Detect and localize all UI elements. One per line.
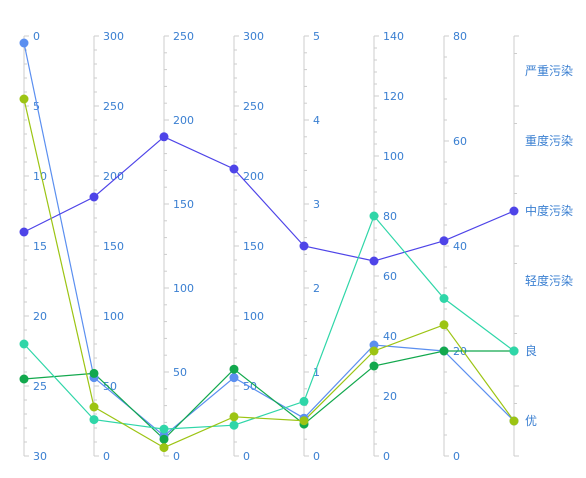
axis-2: 0 50 100 150 200 250 300 — [93, 30, 124, 463]
series-line-2 — [23, 136, 515, 262]
series-4-point-1[interactable] — [19, 339, 29, 349]
tick-label: 150 — [173, 198, 194, 211]
tick-label: 2 — [313, 282, 320, 295]
series-5-point-3[interactable] — [159, 443, 169, 453]
tick-label: 250 — [103, 100, 124, 113]
series-line-1 — [23, 42, 515, 437]
axis-8: 优 良 轻度污染 中度污染 重度污染 严重污染 — [513, 35, 573, 457]
series-lines-layer — [23, 42, 515, 449]
tick-label: 80 — [383, 210, 397, 223]
series-5-point-6[interactable] — [369, 346, 379, 356]
category-label: 良 — [525, 343, 537, 358]
tick-label: 200 — [173, 114, 194, 127]
tick-label: 0 — [313, 450, 320, 463]
series-4-point-4[interactable] — [229, 420, 239, 430]
series-2-point-5[interactable] — [299, 241, 309, 251]
tick-label: 80 — [453, 30, 467, 43]
series-3-point-6[interactable] — [369, 361, 379, 371]
tick-label: 0 — [103, 450, 110, 463]
tick-label: 30 — [33, 450, 47, 463]
tick-label: 250 — [243, 100, 264, 113]
tick-label: 140 — [383, 30, 404, 43]
series-2-point-3[interactable] — [159, 132, 169, 142]
tick-label: 3 — [313, 198, 320, 211]
category-label: 严重污染 — [525, 63, 573, 78]
axis-6: 0 20 40 60 80 100 120 140 — [373, 30, 404, 463]
series-line-5 — [23, 98, 515, 449]
series-5-point-5[interactable] — [299, 416, 309, 426]
series-5-point-7[interactable] — [439, 320, 449, 330]
tick-label: 100 — [243, 310, 264, 323]
series-2-point-4[interactable] — [229, 164, 239, 174]
series-4-point-8[interactable] — [509, 346, 519, 356]
series-3-point-7[interactable] — [439, 346, 449, 356]
tick-label: 4 — [313, 114, 320, 127]
tick-label: 100 — [103, 310, 124, 323]
tick-label: 60 — [383, 270, 397, 283]
series-2-point-6[interactable] — [369, 256, 379, 266]
tick-label: 0 — [383, 450, 390, 463]
tick-label: 0 — [173, 450, 180, 463]
tick-label: 50 — [103, 380, 117, 393]
tick-label: 25 — [33, 380, 47, 393]
tick-label: 0 — [243, 450, 250, 463]
series-5-point-2[interactable] — [89, 402, 99, 412]
series-points-layer — [19, 38, 519, 453]
series-4-point-7[interactable] — [439, 294, 449, 303]
series-1-point-4[interactable] — [229, 373, 239, 383]
tick-label: 40 — [383, 330, 397, 343]
series-4-point-5[interactable] — [299, 396, 309, 406]
tick-label: 20 — [383, 390, 397, 403]
series-5-point-8[interactable] — [509, 416, 519, 426]
tick-label: 20 — [33, 310, 47, 323]
category-label: 轻度污染 — [525, 273, 573, 288]
series-3-point-3[interactable] — [159, 434, 169, 444]
tick-label: 15 — [33, 240, 47, 253]
tick-label: 100 — [173, 282, 194, 295]
series-5-point-4[interactable] — [229, 412, 239, 422]
axis-3: 0 50 100 150 200 250 — [163, 30, 194, 463]
series-2-point-8[interactable] — [509, 206, 519, 216]
tick-label: 250 — [173, 30, 194, 43]
series-3-point-1[interactable] — [19, 374, 29, 384]
tick-label: 300 — [103, 30, 124, 43]
series-4-point-6[interactable] — [369, 211, 379, 221]
series-line-4 — [23, 214, 515, 430]
tick-label: 50 — [173, 366, 187, 379]
series-4-point-3[interactable] — [159, 424, 169, 434]
tick-label: 100 — [383, 150, 404, 163]
series-3-point-2[interactable] — [89, 368, 99, 378]
tick-label: 40 — [453, 240, 467, 253]
series-4-point-2[interactable] — [89, 415, 99, 425]
series-2-point-2[interactable] — [89, 192, 99, 202]
tick-label: 120 — [383, 90, 404, 103]
tick-label: 10 — [33, 170, 47, 183]
series-2-point-7[interactable] — [439, 236, 449, 246]
category-label: 中度污染 — [525, 203, 573, 218]
tick-label: 150 — [243, 240, 264, 253]
tick-label: 1 — [313, 366, 320, 379]
series-3-point-4[interactable] — [229, 364, 239, 374]
tick-label: 0 — [33, 30, 40, 43]
tick-label: 60 — [453, 135, 467, 148]
tick-label: 200 — [243, 170, 264, 183]
tick-label: 5 — [313, 30, 320, 43]
tick-label: 0 — [453, 450, 460, 463]
series-line-3 — [23, 350, 514, 441]
axis-1: 0 5 10 15 20 25 30 — [23, 30, 47, 463]
series-2-point-1[interactable] — [19, 227, 29, 237]
category-label: 优 — [525, 414, 537, 428]
tick-label: 5 — [33, 100, 40, 113]
tick-label: 200 — [103, 170, 124, 183]
series-5-point-1[interactable] — [19, 94, 29, 104]
category-label: 重度污染 — [525, 133, 573, 148]
series-1-point-1[interactable] — [19, 38, 29, 48]
tick-label: 150 — [103, 240, 124, 253]
tick-label: 300 — [243, 30, 264, 43]
